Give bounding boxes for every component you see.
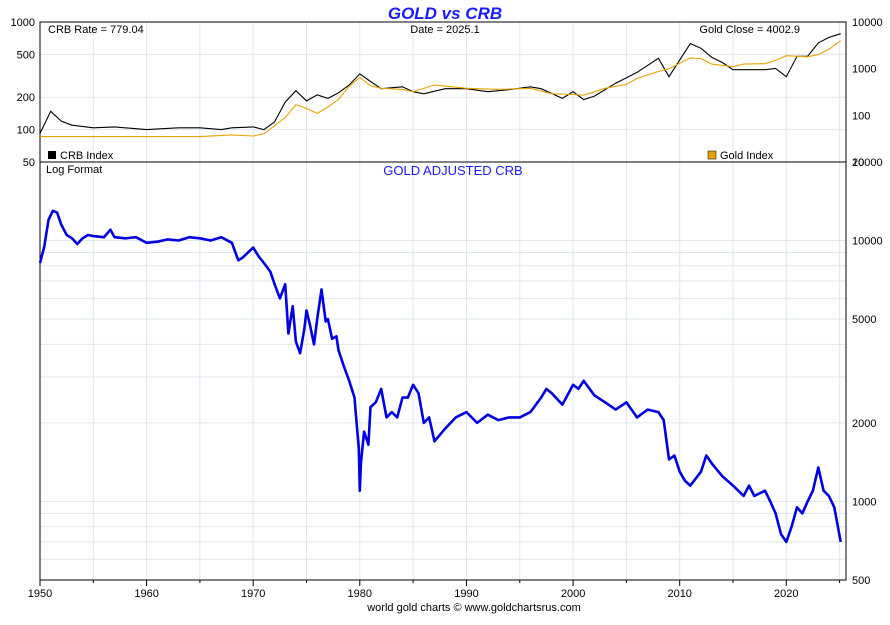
left-axis-tick-label: 500: [17, 49, 35, 61]
chart-title: GOLD vs CRB: [388, 4, 502, 23]
top-panel-series: [39, 33, 842, 138]
log-format-note: Log Format: [46, 164, 102, 176]
x-axis-tick-label: 1980: [348, 588, 372, 600]
right-axis-tick-label: 10: [852, 157, 864, 169]
date-readout: Date = 2025.1: [410, 24, 479, 36]
left-axis-tick-label: 100: [17, 125, 35, 137]
right-axis-tick-label: 5000: [852, 314, 876, 326]
right-axis-tick-label: 1000: [852, 64, 876, 76]
x-axis-tick-label: 2010: [667, 588, 691, 600]
top-panel-frame: [39, 21, 847, 163]
axis-ticks: 50 100 200 500 1000 10 100 1000 10000 500 1000 2000…: [11, 17, 883, 600]
x-axis-tick-label: 2020: [774, 588, 798, 600]
right-axis-tick-label: 20000: [852, 157, 883, 169]
gold-legend-label: Gold Index: [720, 150, 774, 162]
x-axis-tick-label: 1950: [28, 588, 52, 600]
right-axis-tick-label: 100: [852, 110, 870, 122]
gold-close-readout: Gold Close = 4002.9: [699, 24, 800, 36]
x-axis-tick-label: 1990: [454, 588, 478, 600]
left-axis-tick-label: 50: [23, 157, 35, 169]
left-axis-tick-label: 200: [17, 92, 35, 104]
gold-adjusted-crb-line: [38, 209, 842, 544]
right-axis-tick-label: 500: [852, 575, 870, 587]
crb-rate-readout: CRB Rate = 779.04: [48, 24, 144, 36]
crb-legend-swatch: [48, 151, 56, 159]
bottom-panel-grid: [40, 162, 846, 580]
gold-legend-swatch: [707, 150, 717, 160]
top-panel-grid: [40, 21, 846, 163]
x-axis-tick-label: 2000: [561, 588, 585, 600]
crb-legend-label: CRB Index: [60, 150, 114, 162]
x-axis-tick-label: 1970: [241, 588, 265, 600]
x-axis-tick-label: 1960: [134, 588, 158, 600]
bottom-panel-frame: [39, 161, 847, 581]
right-axis-tick-label: 1000: [852, 497, 876, 509]
left-axis-tick-label: 1000: [11, 17, 35, 29]
right-axis-tick-label: 10000: [852, 17, 883, 29]
right-axis-tick-label: 10000: [852, 236, 883, 248]
gold-adjusted-crb-title: GOLD ADJUSTED CRB: [383, 163, 522, 178]
right-axis-tick-label: 2000: [852, 418, 876, 430]
footer-credit: world gold charts © www.goldchartsrus.co…: [366, 602, 581, 614]
crb-index-line: [39, 33, 841, 134]
gold-index-line: [40, 40, 842, 138]
bottom-panel-series: [38, 209, 842, 544]
